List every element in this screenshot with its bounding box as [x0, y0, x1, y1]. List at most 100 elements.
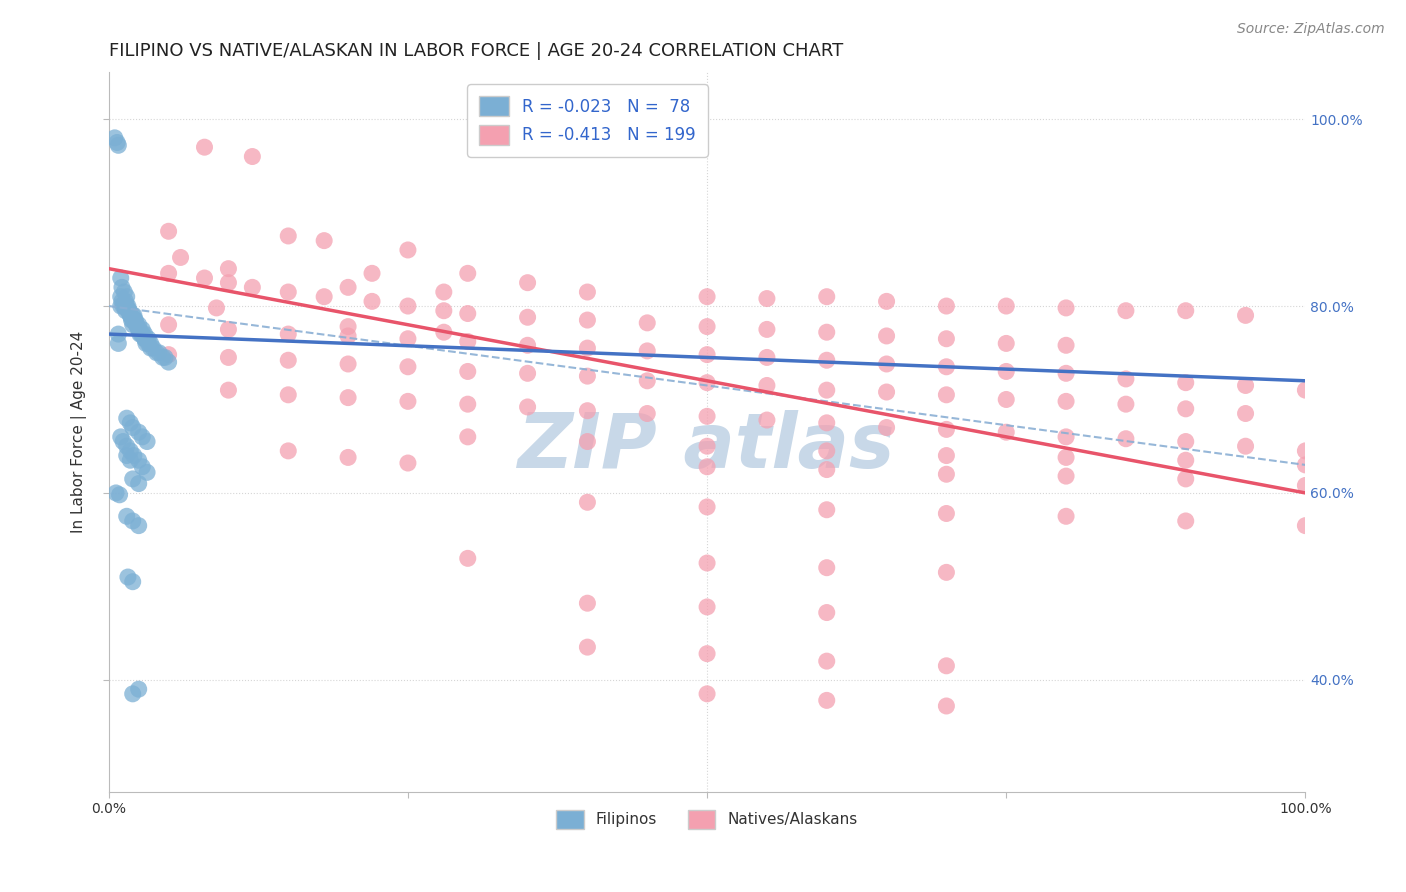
Point — [120, 309, 142, 323]
Point — [128, 682, 150, 697]
Point — [1174, 514, 1197, 528]
Point — [815, 606, 838, 620]
Y-axis label: In Labor Force | Age 20-24: In Labor Force | Age 20-24 — [72, 331, 87, 533]
Point — [128, 453, 150, 467]
Point — [120, 453, 142, 467]
Point — [755, 292, 778, 306]
Point — [696, 556, 718, 570]
Point — [124, 313, 146, 327]
Point — [114, 303, 136, 318]
Point — [1115, 303, 1137, 318]
Point — [121, 309, 143, 323]
Point — [576, 285, 599, 299]
Point — [396, 243, 419, 257]
Point — [110, 299, 132, 313]
Point — [128, 476, 150, 491]
Point — [1174, 453, 1197, 467]
Point — [107, 336, 129, 351]
Point — [876, 294, 898, 309]
Point — [157, 318, 180, 332]
Point — [516, 338, 538, 352]
Point — [111, 294, 134, 309]
Point — [337, 319, 360, 334]
Point — [815, 693, 838, 707]
Point — [115, 449, 138, 463]
Point — [935, 359, 957, 374]
Point — [696, 348, 718, 362]
Point — [134, 332, 156, 346]
Point — [131, 430, 153, 444]
Point — [815, 502, 838, 516]
Point — [122, 309, 145, 323]
Point — [576, 596, 599, 610]
Point — [1054, 509, 1077, 524]
Point — [217, 351, 239, 365]
Point — [135, 336, 157, 351]
Point — [457, 551, 479, 566]
Point — [1174, 472, 1197, 486]
Point — [121, 318, 143, 332]
Point — [935, 299, 957, 313]
Point — [115, 411, 138, 425]
Point — [995, 425, 1018, 440]
Point — [1174, 401, 1197, 416]
Point — [396, 332, 419, 346]
Point — [118, 303, 141, 318]
Point — [935, 507, 957, 521]
Point — [277, 327, 299, 342]
Point — [131, 322, 153, 336]
Point — [815, 654, 838, 668]
Point — [153, 351, 176, 365]
Point — [111, 280, 134, 294]
Point — [636, 407, 658, 421]
Point — [696, 409, 718, 424]
Point — [277, 443, 299, 458]
Point — [516, 276, 538, 290]
Point — [755, 413, 778, 427]
Point — [121, 420, 143, 434]
Point — [128, 327, 150, 342]
Point — [240, 149, 263, 163]
Point — [136, 336, 159, 351]
Point — [396, 456, 419, 470]
Point — [121, 313, 143, 327]
Point — [1174, 376, 1197, 390]
Point — [815, 443, 838, 458]
Point — [1054, 301, 1077, 315]
Point — [396, 359, 419, 374]
Point — [118, 303, 141, 318]
Point — [935, 449, 957, 463]
Point — [576, 341, 599, 355]
Point — [110, 271, 132, 285]
Point — [457, 266, 479, 280]
Point — [1115, 372, 1137, 386]
Text: FILIPINO VS NATIVE/ALASKAN IN LABOR FORCE | AGE 20-24 CORRELATION CHART: FILIPINO VS NATIVE/ALASKAN IN LABOR FORC… — [108, 42, 844, 60]
Point — [636, 374, 658, 388]
Point — [128, 322, 150, 336]
Point — [136, 434, 159, 449]
Legend: Filipinos, Natives/Alaskans: Filipinos, Natives/Alaskans — [550, 804, 865, 835]
Point — [576, 495, 599, 509]
Point — [361, 294, 384, 309]
Point — [337, 391, 360, 405]
Point — [516, 310, 538, 325]
Point — [121, 514, 143, 528]
Point — [112, 434, 135, 449]
Point — [131, 327, 153, 342]
Point — [1234, 378, 1257, 392]
Point — [121, 687, 143, 701]
Point — [314, 234, 336, 248]
Point — [117, 303, 139, 318]
Point — [277, 353, 299, 368]
Point — [576, 369, 599, 384]
Point — [876, 420, 898, 434]
Point — [433, 325, 456, 339]
Point — [576, 434, 599, 449]
Point — [636, 316, 658, 330]
Point — [396, 394, 419, 409]
Point — [935, 658, 957, 673]
Point — [115, 290, 138, 304]
Point — [1054, 430, 1077, 444]
Point — [516, 400, 538, 414]
Point — [314, 290, 336, 304]
